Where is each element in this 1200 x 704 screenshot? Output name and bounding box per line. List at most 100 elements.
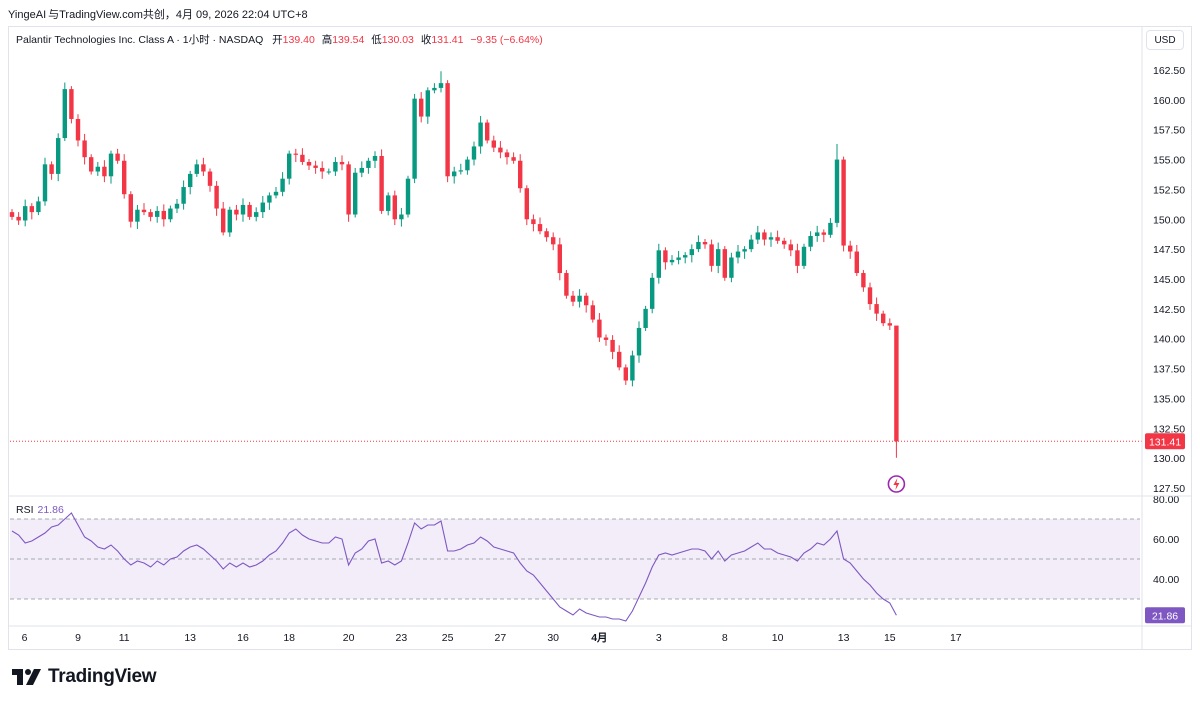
candle-body — [95, 166, 100, 172]
rsi-value-badge — [1145, 607, 1185, 624]
time-axis-tick: 30 — [547, 632, 559, 644]
candle-body — [62, 89, 67, 139]
candle-body — [874, 304, 879, 314]
candle-body — [346, 164, 351, 215]
candle-body — [56, 138, 61, 174]
candle-body — [399, 214, 404, 220]
price-axis-tick: 150.00 — [1153, 214, 1185, 226]
rsi-line — [11, 512, 897, 622]
brand-name: TradingView — [48, 666, 157, 687]
candle-body — [511, 157, 516, 161]
last-price-badge — [1145, 433, 1185, 450]
candle-body — [23, 206, 28, 221]
candle-body — [122, 160, 127, 195]
symbol-title[interactable]: Palantir Technologies Inc. Class A · 1小时… — [16, 34, 264, 46]
candle-body — [438, 83, 444, 88]
candle-body — [29, 206, 34, 213]
candle-body — [69, 89, 74, 119]
candle-body — [293, 153, 298, 155]
candle-body — [168, 208, 173, 220]
price-axis-tick: 127.50 — [1153, 483, 1185, 495]
price-legend: Palantir Technologies Inc. Class A · 1小时… — [16, 32, 543, 47]
candle-body — [762, 232, 767, 240]
time-axis-tick: 15 — [884, 632, 896, 644]
candle-body — [709, 244, 714, 266]
candle-body — [89, 157, 94, 172]
time-axis-tick: 10 — [772, 632, 784, 644]
candle-body — [432, 87, 437, 91]
price-axis-tick: 140.00 — [1153, 334, 1185, 346]
candle-body — [234, 209, 239, 215]
candle-body — [498, 147, 503, 153]
change-value: −9.35 (−6.64%) — [470, 34, 543, 46]
price-axis-tick: 142.50 — [1153, 304, 1185, 316]
candle-body — [267, 195, 272, 203]
candle-body — [735, 251, 741, 258]
time-axis-tick: 23 — [396, 632, 408, 644]
time-axis-tick: 18 — [283, 632, 295, 644]
candle-body — [570, 295, 576, 302]
candle-body — [669, 259, 675, 263]
high-value: 139.54 — [332, 34, 365, 46]
lightning-icon — [893, 478, 900, 490]
candle-body — [16, 216, 21, 221]
candle-body — [782, 240, 787, 245]
time-axis-tick: 17 — [950, 632, 962, 644]
candle-body — [445, 83, 450, 177]
candle-body — [848, 245, 853, 252]
candle-body — [128, 194, 133, 222]
price-axis-tick: 132.50 — [1153, 423, 1185, 435]
candle-body — [353, 172, 358, 215]
candle-body — [36, 201, 41, 213]
candle-body — [894, 325, 899, 442]
candle-body — [696, 241, 701, 250]
price-axis-tick: 145.00 — [1153, 274, 1185, 286]
price-axis-tick: 147.50 — [1153, 244, 1185, 256]
currency-button[interactable]: USD — [1146, 30, 1184, 50]
candle-body — [867, 287, 873, 305]
candle-body — [379, 155, 384, 211]
price-axis-tick: 152.50 — [1153, 184, 1185, 196]
candle-body — [663, 250, 668, 263]
candle-body — [155, 210, 160, 217]
candle-body — [49, 164, 54, 174]
candle-body — [214, 185, 219, 209]
price-axis-tick: 157.50 — [1153, 125, 1185, 137]
candle-body — [9, 212, 15, 217]
candle-body — [392, 195, 397, 220]
candle-body — [683, 255, 688, 258]
time-axis-tick: 9 — [75, 632, 81, 644]
candle-body — [425, 90, 430, 117]
candle-body — [201, 164, 206, 172]
candle-body — [623, 367, 628, 381]
candle-body — [742, 249, 747, 252]
candle-body — [306, 161, 312, 166]
rsi-axis-tick: 40.00 — [1153, 574, 1179, 586]
candle-body — [75, 118, 81, 141]
candle-body — [636, 327, 642, 356]
rsi-legend: RSI 21.86 — [16, 504, 64, 516]
candle-body — [405, 178, 411, 215]
time-axis-tick: 16 — [237, 632, 249, 644]
publish-info: 与TradingView.com共创，4月 09, 2026 22:04 UTC… — [48, 9, 308, 21]
candle-body — [755, 232, 760, 240]
candle-body — [551, 237, 556, 245]
candle-body — [478, 122, 483, 147]
time-axis-tick: 25 — [442, 632, 454, 644]
tradingview-logo[interactable]: TradingView — [12, 666, 157, 688]
candle-body — [458, 170, 463, 172]
candle-body — [841, 159, 846, 246]
candle-body — [584, 295, 589, 306]
candle-body — [808, 236, 813, 247]
candle-body — [491, 140, 496, 148]
candle-body — [861, 273, 866, 288]
candle-body — [729, 257, 734, 278]
time-axis-tick: 11 — [119, 632, 130, 644]
candle-body — [564, 273, 569, 296]
candle-body — [300, 154, 305, 162]
candle-body — [590, 305, 595, 320]
candle-body — [577, 295, 582, 302]
candle-body — [419, 98, 424, 117]
low-label: 低 — [371, 34, 382, 46]
